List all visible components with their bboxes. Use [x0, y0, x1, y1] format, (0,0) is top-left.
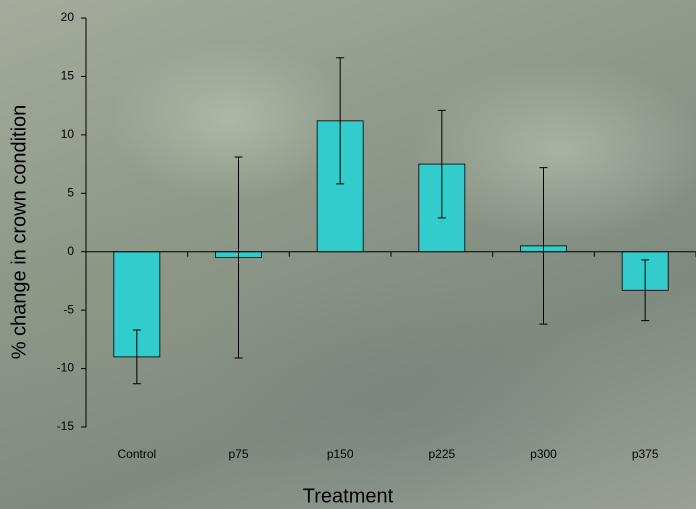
y-axis-label: % change in crown condition — [8, 105, 30, 360]
y-tick-label: -10 — [57, 361, 75, 375]
y-tick-label: -5 — [63, 302, 74, 316]
chart: Treatment % change in crown condition -1… — [0, 0, 696, 509]
y-tick-label: 15 — [61, 69, 75, 83]
x-tick-label: p75 — [228, 447, 248, 461]
x-tick-label: Control — [117, 447, 156, 461]
x-tick-label: p375 — [632, 447, 659, 461]
x-tick-label: p150 — [327, 447, 354, 461]
y-tick-label: 20 — [61, 10, 75, 24]
x-axis-label: Treatment — [303, 485, 394, 507]
x-tick-label: p300 — [530, 447, 557, 461]
y-tick-label: 0 — [67, 244, 74, 258]
y-tick-label: 5 — [67, 185, 74, 199]
y-tick-label: -15 — [57, 419, 75, 433]
page: Treatment % change in crown condition -1… — [0, 0, 696, 509]
x-tick-label: p225 — [428, 447, 455, 461]
y-tick-label: 10 — [61, 127, 75, 141]
